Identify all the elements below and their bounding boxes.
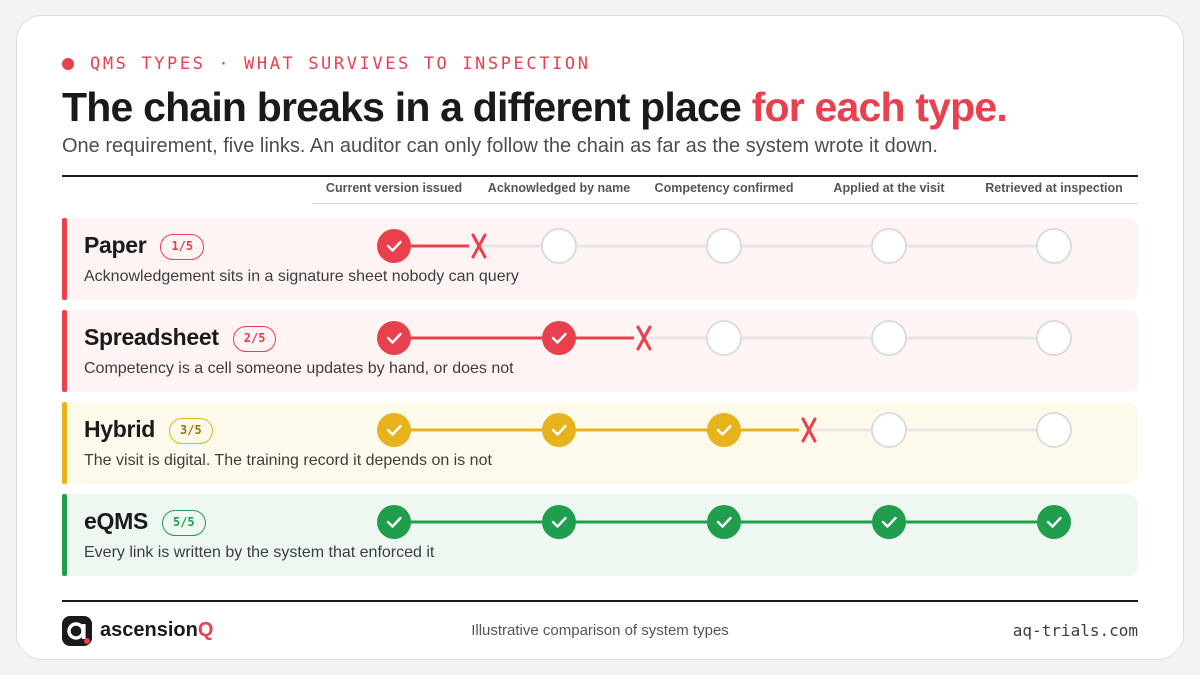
- check-icon: [707, 505, 741, 539]
- check-icon: [377, 413, 411, 447]
- score-badge: 3/5: [169, 418, 213, 444]
- x-mark-icon: [801, 417, 817, 443]
- check-icon: [542, 413, 576, 447]
- empty-node: [1036, 320, 1072, 356]
- type-name: Paper: [84, 232, 147, 258]
- check-icon: [707, 413, 741, 447]
- ascensionq-logo-icon: [62, 616, 92, 646]
- check-icon: [1037, 505, 1071, 539]
- chain-track: [377, 412, 1072, 448]
- type-row-spreadsheet: Spreadsheet 2/5 Competency is a cell someo…: [62, 310, 1138, 392]
- empty-node: [1036, 412, 1072, 448]
- type-description: Every link is written by the system that…: [84, 544, 435, 561]
- check-icon: [872, 505, 906, 539]
- type-description: Competency is a cell someone updates by …: [84, 360, 514, 377]
- empty-node: [1036, 228, 1072, 264]
- check-icon: [542, 505, 576, 539]
- type-name: Hybrid: [84, 416, 156, 442]
- column-header: Applied at the visit: [833, 181, 945, 195]
- row-accent-bar: [62, 310, 67, 392]
- site-url: aq-trials.com: [1012, 621, 1138, 640]
- chain-track: [377, 320, 1072, 356]
- x-mark-icon: [471, 233, 487, 259]
- top-rule: [62, 175, 1138, 177]
- type-description: The visit is digital. The training recor…: [84, 452, 492, 469]
- check-icon: [377, 505, 411, 539]
- row-accent-bar: [62, 494, 67, 576]
- bottom-rule: [62, 600, 1138, 602]
- footnote: Illustrative comparison of system types: [471, 622, 729, 639]
- eyebrow-dot-icon: [62, 58, 74, 70]
- empty-node: [871, 320, 907, 356]
- empty-node: [541, 228, 577, 264]
- type-row-paper: Paper 1/5 Acknowledgement sits in a signat…: [62, 218, 1138, 300]
- empty-node: [706, 320, 742, 356]
- eyebrow-text: QMS TYPES · WHAT SURVIVES TO INSPECTION: [90, 54, 591, 74]
- headline-main: The chain breaks in a different place: [62, 84, 742, 130]
- type-row-hybrid: Hybrid 3/5 The visit is digital. The train…: [62, 402, 1138, 484]
- type-name: Spreadsheet: [84, 324, 219, 350]
- type-description: Acknowledgement sits in a signature shee…: [84, 268, 519, 285]
- check-icon: [542, 321, 576, 355]
- empty-node: [871, 412, 907, 448]
- column-header: Current version issued: [325, 181, 463, 195]
- empty-node: [871, 228, 907, 264]
- column-header-divider: [312, 203, 1138, 204]
- type-name: eQMS: [84, 508, 148, 534]
- score-badge: 1/5: [160, 234, 205, 260]
- check-icon: [377, 321, 411, 355]
- headline: The chain breaks in a different place fo…: [62, 84, 1008, 131]
- score-badge: 2/5: [232, 326, 277, 352]
- subtitle: One requirement, five links. An auditor …: [62, 135, 938, 157]
- chain-track: [377, 228, 1072, 264]
- column-header: Retrieved at inspection: [985, 181, 1123, 195]
- empty-node: [706, 228, 742, 264]
- chain-track: [377, 505, 1071, 539]
- score-badge: 5/5: [161, 510, 206, 536]
- check-icon: [377, 229, 411, 263]
- row-accent-bar: [62, 218, 67, 300]
- x-mark-icon: [636, 325, 652, 351]
- brand-name-accent: Q: [197, 619, 214, 641]
- eyebrow: QMS TYPES · WHAT SURVIVES TO INSPECTION: [62, 54, 591, 74]
- row-accent-bar: [62, 402, 67, 484]
- column-header: Acknowledged by name: [487, 181, 631, 195]
- brand-name: ascensionQ: [100, 619, 213, 642]
- brand-name-main: ascension: [100, 619, 198, 641]
- type-row-eqms: eQMS 5/5 Every link is written by the syst…: [62, 494, 1138, 576]
- headline-accent: for each type.: [751, 84, 1008, 130]
- column-header: Competency confirmed: [654, 181, 794, 195]
